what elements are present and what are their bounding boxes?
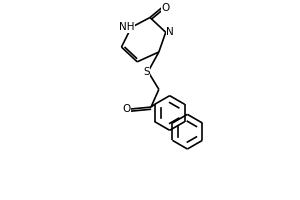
Text: N: N [166, 27, 174, 37]
Text: O: O [123, 104, 131, 114]
Text: S: S [143, 67, 150, 77]
Text: O: O [161, 3, 170, 13]
Text: NH: NH [118, 22, 134, 32]
